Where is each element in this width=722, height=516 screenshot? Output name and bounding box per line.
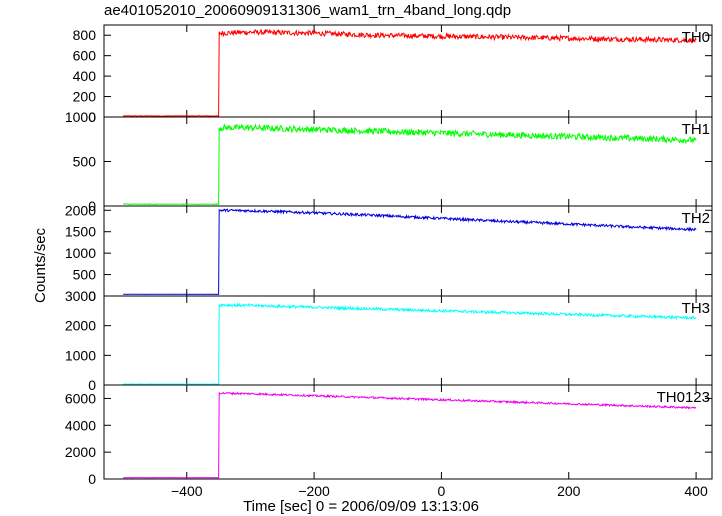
panel-frame-th0123 <box>103 384 713 480</box>
y-tick-label: 1000 <box>65 245 96 261</box>
series-line-th3 <box>123 302 697 385</box>
y-tick-label: 0 <box>88 109 96 125</box>
y-tick-label: 3000 <box>65 288 96 304</box>
series-line-th0123 <box>123 391 697 479</box>
series-line-th0 <box>122 28 697 117</box>
y-tick-label: 0 <box>88 198 96 214</box>
x-tick-label: −200 <box>298 483 330 499</box>
y-tick-label: 1000 <box>65 347 96 363</box>
y-tick-label: 0 <box>88 377 96 393</box>
series-line-th1 <box>123 123 697 206</box>
panel-label-th0123: TH0123 <box>657 389 710 406</box>
panel-label-th0: TH0 <box>682 29 710 46</box>
x-axis-label: Time [sec] 0 = 2006/09/09 13:13:06 <box>243 498 479 515</box>
panel-label-th2: TH2 <box>682 210 710 227</box>
y-tick-label: 500 <box>73 267 97 283</box>
y-tick-label: 6000 <box>65 390 96 406</box>
x-tick-label: 400 <box>684 483 708 499</box>
y-tick-label: 1000 <box>65 109 96 125</box>
y-tick-label: 0 <box>88 288 96 304</box>
x-tick-label: 0 <box>438 483 446 499</box>
y-tick-label: 1500 <box>65 224 96 240</box>
y-tick-label: 200 <box>73 89 97 105</box>
chart-title: ae401052010_20060909131306_wam1_trn_4ban… <box>104 2 512 19</box>
y-tick-label: 600 <box>73 48 97 64</box>
y-tick-label: 4000 <box>65 417 96 433</box>
y-tick-label: 500 <box>73 154 97 170</box>
panel-label-th1: TH1 <box>682 121 710 138</box>
y-tick-label: 400 <box>73 68 97 84</box>
x-tick-label: 200 <box>557 483 581 499</box>
y-tick-label: 0 <box>88 471 96 487</box>
y-tick-label: 2000 <box>65 318 96 334</box>
y-tick-label: 800 <box>73 27 97 43</box>
panel-frame-th2 <box>103 205 713 297</box>
panel-label-th3: TH3 <box>682 300 710 317</box>
x-tick-label: −400 <box>171 483 203 499</box>
series-line-th2 <box>123 208 697 295</box>
y-tick-label: 2000 <box>65 444 96 460</box>
y-tick-label: 2000 <box>65 202 96 218</box>
